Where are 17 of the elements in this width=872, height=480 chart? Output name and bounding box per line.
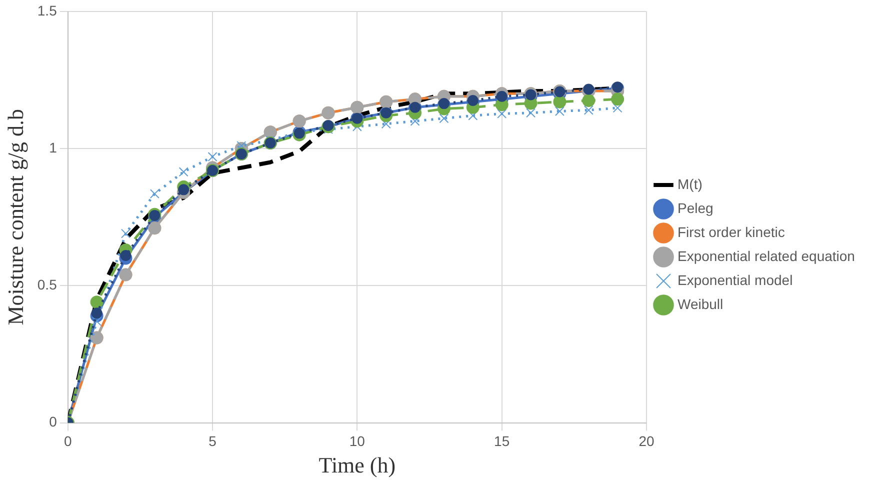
legend-label: Weibull bbox=[678, 296, 724, 312]
legend-label: First order kinetic bbox=[678, 224, 785, 240]
x-axis-title: Time (h) bbox=[318, 452, 396, 478]
y-tick-label: 0 bbox=[49, 414, 58, 430]
y-tick-label: 0.5 bbox=[37, 276, 58, 293]
y-tick-label: 1.5 bbox=[37, 2, 58, 18]
x-tick-label: 5 bbox=[208, 433, 217, 450]
y-tick-label: 1 bbox=[49, 139, 58, 156]
x-tick-label: 15 bbox=[494, 433, 510, 450]
x-tick-label: 10 bbox=[349, 433, 366, 450]
x-tick-label: 20 bbox=[638, 433, 654, 450]
y-axis-title: Moisture content g/g d.b bbox=[2, 108, 28, 326]
legend-label: Exponential related equation bbox=[678, 248, 855, 264]
legend-label: Peleg bbox=[678, 200, 714, 216]
legend-label: M(t) bbox=[678, 176, 702, 192]
x-tick-label: 0 bbox=[64, 433, 72, 450]
legend-label: Exponential model bbox=[678, 272, 793, 288]
